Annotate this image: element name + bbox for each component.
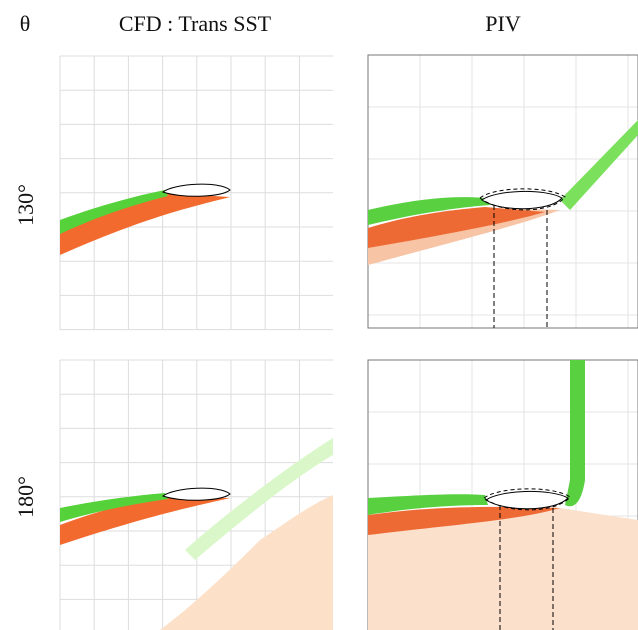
shear-line [560,120,638,210]
column-header: PIV [485,11,521,36]
band-orange [160,495,333,630]
row-label: 130° [13,184,38,226]
band-green [185,438,333,560]
wake-light [368,507,638,630]
cfd-130-field [60,183,231,255]
airfoil [481,191,563,210]
panel-border [367,54,638,329]
airfoil [161,183,231,197]
piv-180-field [367,359,638,630]
theta-header: θ [20,11,31,36]
wake-green [368,494,488,515]
wake-red [60,497,230,545]
row-label: 180° [13,476,38,518]
wake-red [60,193,230,255]
cfd-180-field [60,438,333,630]
panel-border [367,359,638,630]
wake-green [368,197,490,225]
airfoil [161,487,231,501]
wake-red [368,207,545,248]
wake-red [368,506,560,535]
vertical-shear [565,360,585,507]
airfoil-outline [479,188,566,211]
column-header: CFD : Trans SST [119,11,272,36]
wake-green [60,190,168,234]
piv-130-field [367,54,638,329]
airfoil [485,491,569,510]
wake-green [60,493,168,522]
airfoil-outline [483,488,571,511]
